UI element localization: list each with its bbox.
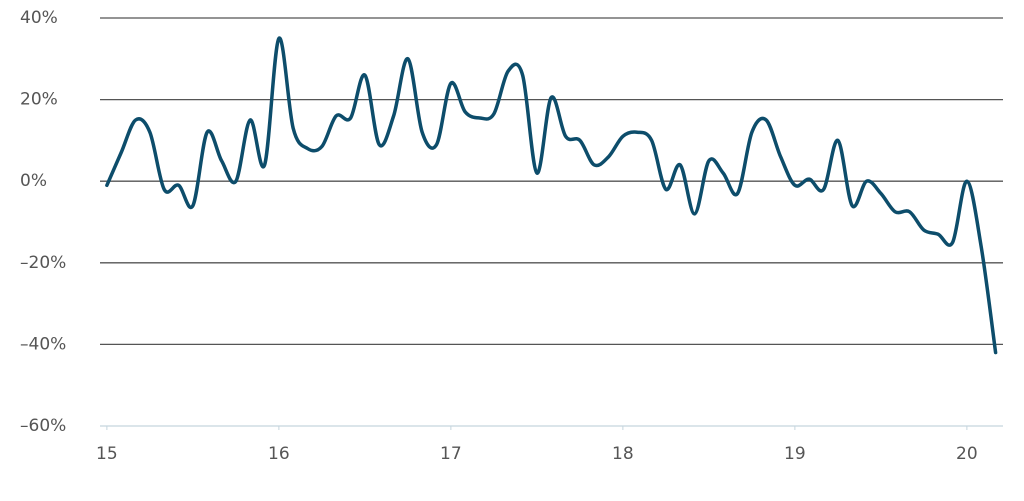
x-tick-label: 19	[784, 444, 806, 464]
y-tick-label: –60%	[20, 416, 66, 436]
y-tick-label: 0%	[20, 171, 47, 191]
x-tick-label: 18	[612, 444, 634, 464]
x-tick-label: 17	[440, 444, 462, 464]
y-tick-label: –20%	[20, 253, 66, 273]
x-tick-label: 15	[96, 444, 118, 464]
y-tick-label: 40%	[20, 8, 58, 28]
x-tick-label: 16	[268, 444, 290, 464]
y-tick-label: –40%	[20, 334, 66, 354]
y-tick-label: 20%	[20, 90, 58, 110]
line-series	[105, 36, 998, 355]
x-tick-label: 20	[956, 444, 978, 464]
